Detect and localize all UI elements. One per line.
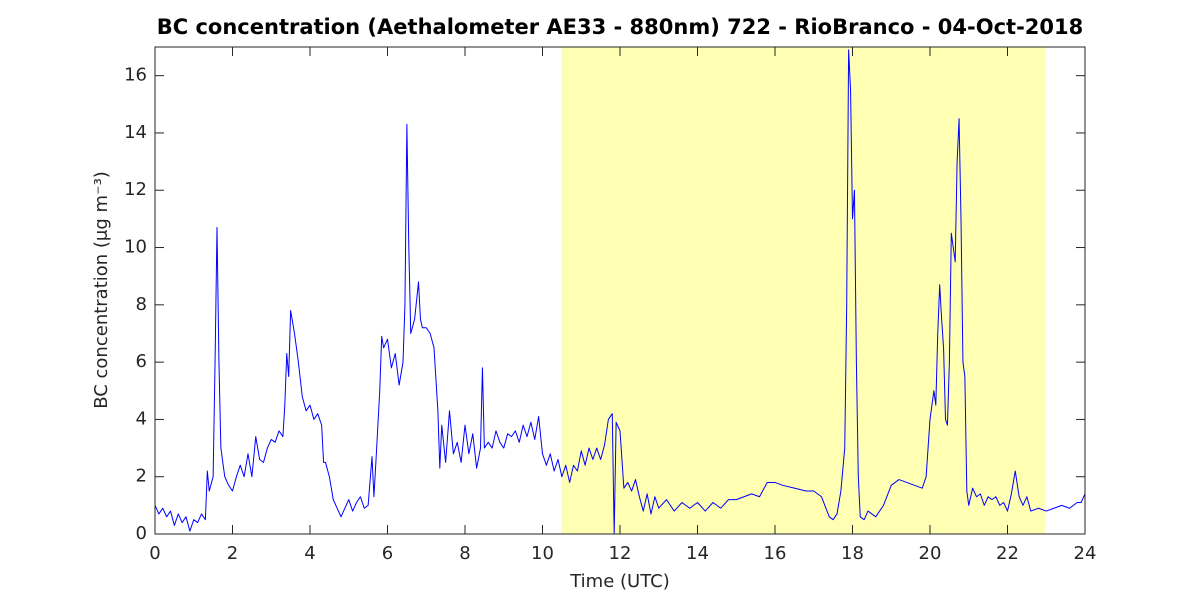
x-tick-label: 10: [531, 543, 554, 564]
y-tick-label: 0: [136, 523, 147, 544]
x-tick-label: 16: [764, 543, 787, 564]
data-line: [154, 49, 1086, 535]
y-axis-label: BC concentration (μg m⁻³): [91, 171, 112, 409]
y-tick-label: 14: [124, 122, 147, 143]
x-tick-label: 14: [686, 543, 709, 564]
x-axis-label: Time (UTC): [569, 571, 670, 592]
y-tick-label: 16: [124, 65, 147, 86]
x-tick-label: 0: [149, 543, 160, 564]
y-tick-label: 2: [136, 466, 147, 487]
shaded-period: [561, 47, 1046, 534]
y-tick-label: 6: [136, 351, 147, 372]
x-tick-label: 6: [382, 543, 393, 564]
x-tick-label: 24: [1074, 543, 1097, 564]
x-tick-label: 20: [919, 543, 942, 564]
x-tick-label: 8: [459, 543, 470, 564]
x-tick-label: 4: [304, 543, 315, 564]
x-tick-label: 2: [227, 543, 238, 564]
y-tick-label: 12: [124, 179, 147, 200]
y-tick-label: 10: [124, 237, 147, 258]
x-tick-label: 12: [609, 543, 632, 564]
x-tick-label: 18: [841, 543, 864, 564]
y-tick-label: 4: [136, 408, 147, 429]
chart-title: BC concentration (Aethalometer AE33 - 88…: [157, 15, 1083, 39]
y-tick-label: 8: [136, 294, 147, 315]
x-tick-label: 22: [996, 543, 1019, 564]
